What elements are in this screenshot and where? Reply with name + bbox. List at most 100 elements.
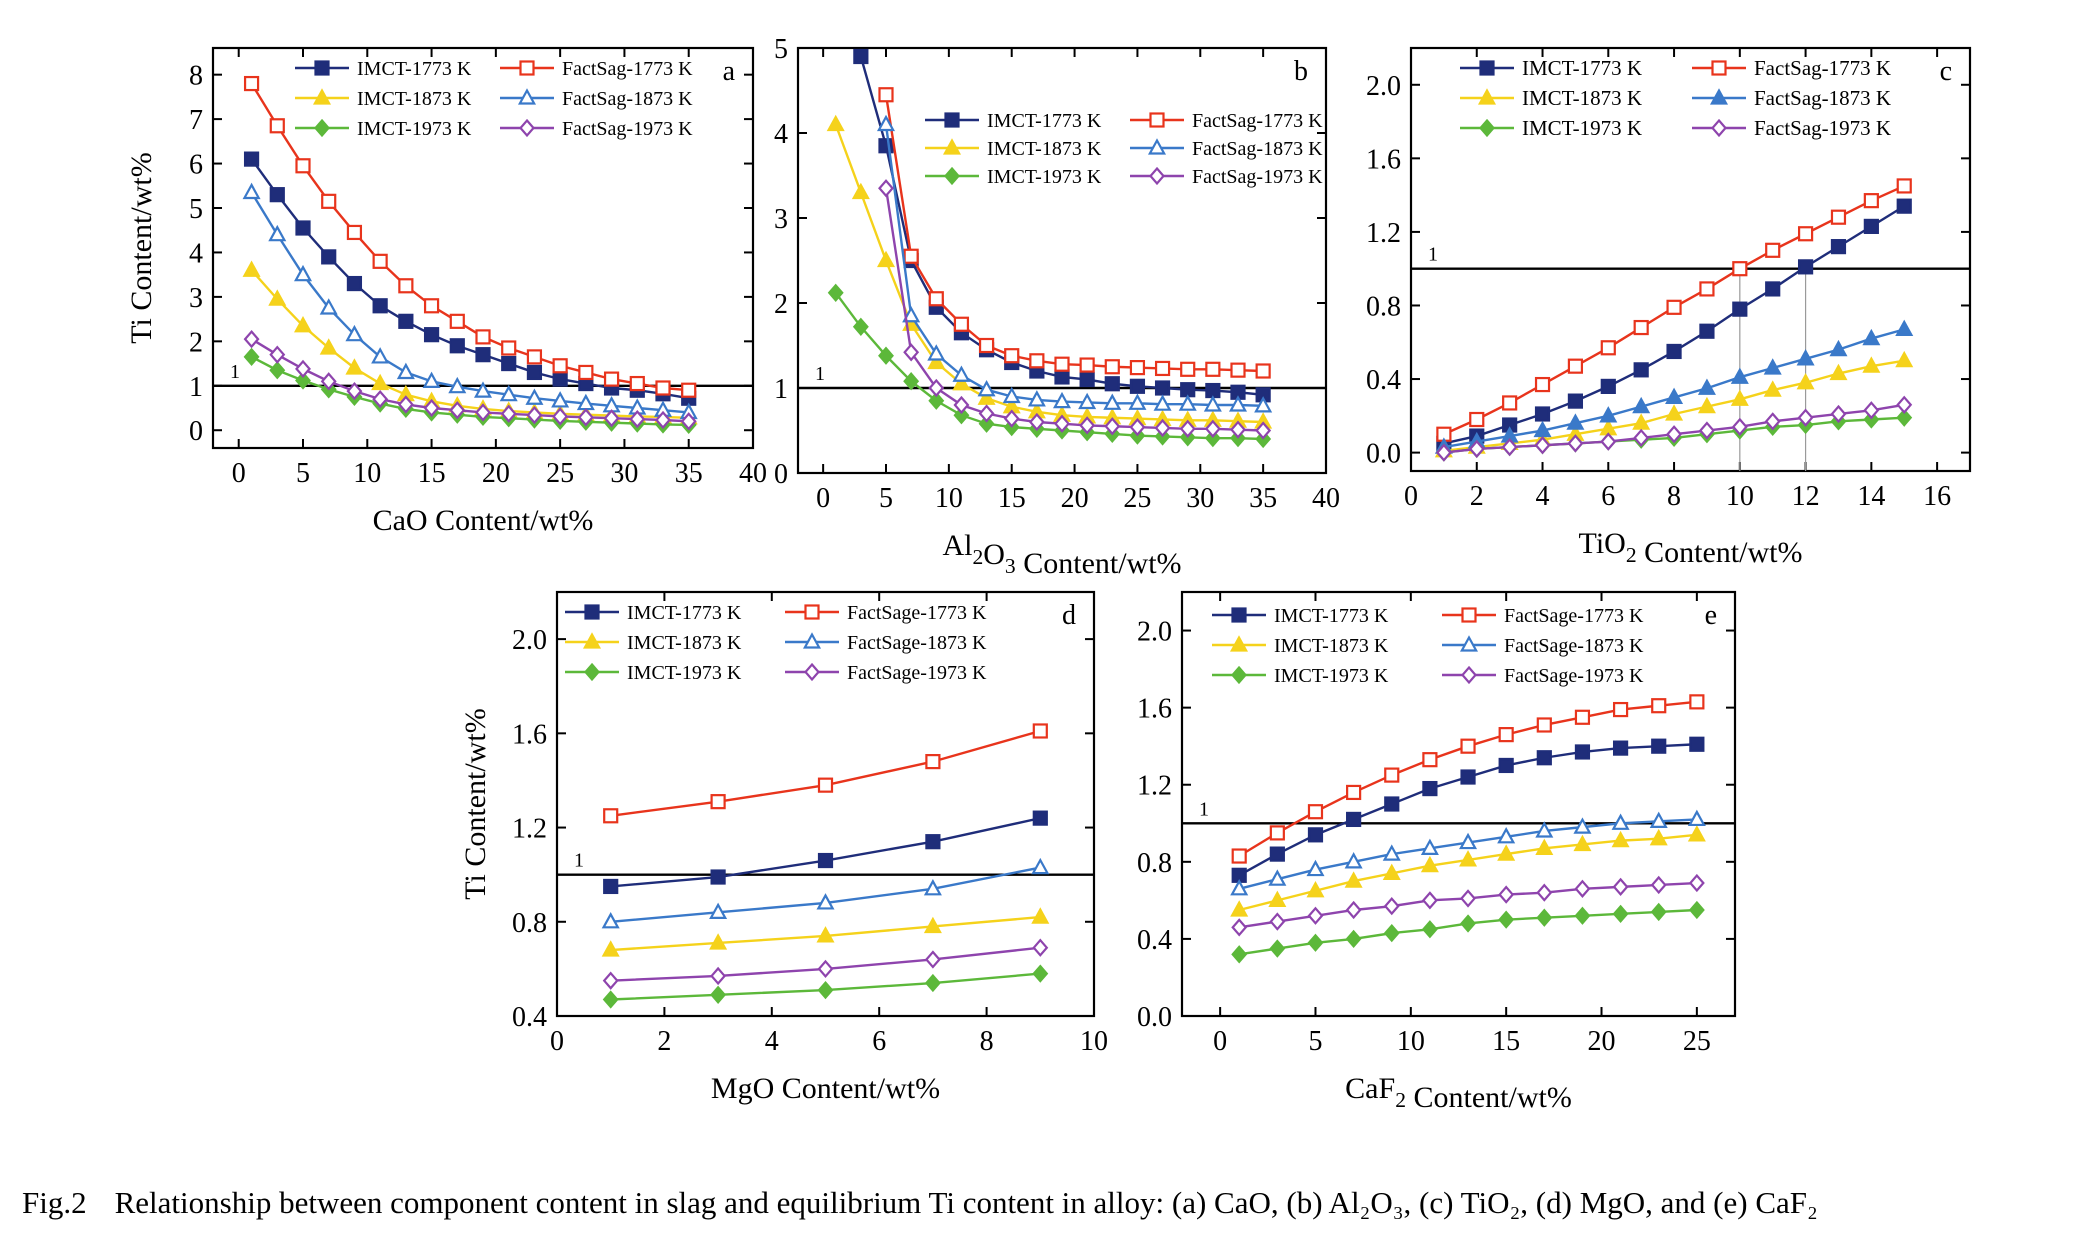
panel-letter: e	[1705, 600, 1717, 631]
data-point	[1567, 434, 1584, 453]
data-point	[978, 414, 995, 433]
legend: IMCT-1773 K FactSage-1773 K IMCT-1873 K Fac…	[1212, 605, 1644, 687]
legend-label: IMCT-1873 K	[987, 138, 1102, 160]
data-point	[269, 118, 285, 134]
data-point	[1651, 738, 1667, 754]
data-point	[1574, 709, 1591, 725]
data-point	[1600, 432, 1617, 451]
legend-item: IMCT-1973 K	[295, 118, 472, 140]
data-point	[1498, 910, 1515, 929]
data-point	[423, 298, 440, 314]
series-line	[251, 355, 689, 427]
data-point	[1497, 844, 1516, 861]
data-point	[398, 278, 414, 294]
data-point	[1863, 193, 1879, 209]
data-point	[1104, 359, 1120, 375]
data-point	[1498, 885, 1515, 904]
data-point	[853, 48, 869, 65]
data-point	[320, 372, 337, 391]
data-point	[449, 313, 465, 329]
data-point	[1346, 784, 1362, 801]
data-point	[1180, 382, 1196, 398]
series-imct-1873-k	[826, 114, 1273, 429]
data-point	[1612, 904, 1629, 924]
data-point	[852, 317, 869, 336]
plot-area	[601, 723, 1050, 1009]
data-point	[1231, 848, 1247, 864]
x-tick-label: 20	[1061, 483, 1089, 514]
series-factsage-1973-k	[1231, 873, 1705, 937]
data-point	[1895, 319, 1914, 337]
data-point	[526, 349, 543, 365]
x-tick-label: 25	[1683, 1026, 1711, 1057]
data-point	[1179, 419, 1196, 438]
legend-label: FactSag-1773 K	[1754, 56, 1891, 80]
legend-item: FactSage-1873 K	[1442, 635, 1644, 657]
data-point	[1862, 328, 1881, 346]
data-point	[1633, 362, 1649, 378]
data-point	[295, 158, 311, 174]
x-tick-label: 4	[1536, 481, 1550, 512]
data-point	[321, 249, 337, 265]
series-line	[884, 124, 1264, 408]
x-tick-label: 0	[1404, 481, 1418, 512]
y-tick-label: 1.2	[1137, 771, 1172, 802]
data-point	[1178, 394, 1197, 411]
legend-label: FactSage-1773 K	[1504, 605, 1644, 627]
x-tick-label: 10	[1397, 1026, 1425, 1057]
x-tick-label: 15	[418, 458, 446, 489]
data-point	[1896, 395, 1913, 414]
data-point	[1345, 929, 1362, 949]
y-tick-label: 0	[774, 459, 788, 490]
data-point	[928, 391, 945, 410]
x-tick-label: 10	[353, 458, 381, 489]
data-point	[1536, 717, 1552, 733]
data-point	[1730, 367, 1749, 384]
legend-label: FactSage-1973 K	[847, 662, 987, 684]
y-tick-label: 3	[189, 283, 203, 314]
data-point	[1032, 723, 1048, 739]
data-point	[1079, 357, 1095, 373]
legend-label: IMCT-1873 K	[1274, 635, 1389, 657]
data-point	[473, 381, 493, 398]
legend: IMCT-1773 K FactSag-1773 K IMCT-1873 K Fact…	[295, 58, 693, 140]
data-point	[1665, 387, 1684, 405]
y-tick-label: 0.8	[1137, 848, 1172, 879]
x-tick-label: 15	[998, 483, 1026, 514]
data-point	[1346, 811, 1362, 828]
data-point	[397, 395, 414, 414]
series-line	[250, 191, 689, 414]
data-point	[978, 337, 995, 354]
data-point	[903, 343, 920, 362]
data-point	[1422, 780, 1438, 797]
legend-label: IMCT-1973 K	[1274, 665, 1389, 687]
data-point	[601, 912, 620, 929]
series-factsag-1773-k	[243, 75, 697, 398]
y-tick-label: 1	[774, 374, 788, 405]
data-point	[878, 179, 894, 198]
legend-item: IMCT-1773 K	[565, 602, 742, 624]
y-tick-label: 8	[189, 61, 203, 92]
x-tick-label: 14	[1857, 481, 1885, 512]
data-point	[1054, 369, 1070, 385]
legend-marker	[1711, 118, 1727, 138]
series-factsag-1873-k	[242, 182, 698, 420]
legend-marker	[1147, 138, 1167, 155]
data-point	[1054, 356, 1070, 372]
data-point	[372, 389, 389, 409]
data-point	[1459, 832, 1478, 850]
data-point	[1863, 218, 1879, 234]
data-point	[1534, 376, 1551, 393]
data-point	[601, 940, 620, 957]
data-point	[501, 340, 517, 356]
data-point	[1468, 439, 1485, 459]
series-line	[834, 292, 1264, 441]
data-point	[1612, 701, 1629, 718]
x-tick-label: 25	[546, 458, 574, 489]
data-point	[1688, 873, 1705, 893]
legend-marker	[1711, 60, 1727, 76]
data-point	[923, 879, 942, 896]
data-point	[1687, 809, 1706, 827]
data-point	[1829, 363, 1848, 381]
legend-label: FactSag-1873 K	[562, 88, 693, 110]
